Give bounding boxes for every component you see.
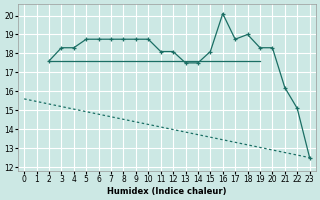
- X-axis label: Humidex (Indice chaleur): Humidex (Indice chaleur): [107, 187, 227, 196]
